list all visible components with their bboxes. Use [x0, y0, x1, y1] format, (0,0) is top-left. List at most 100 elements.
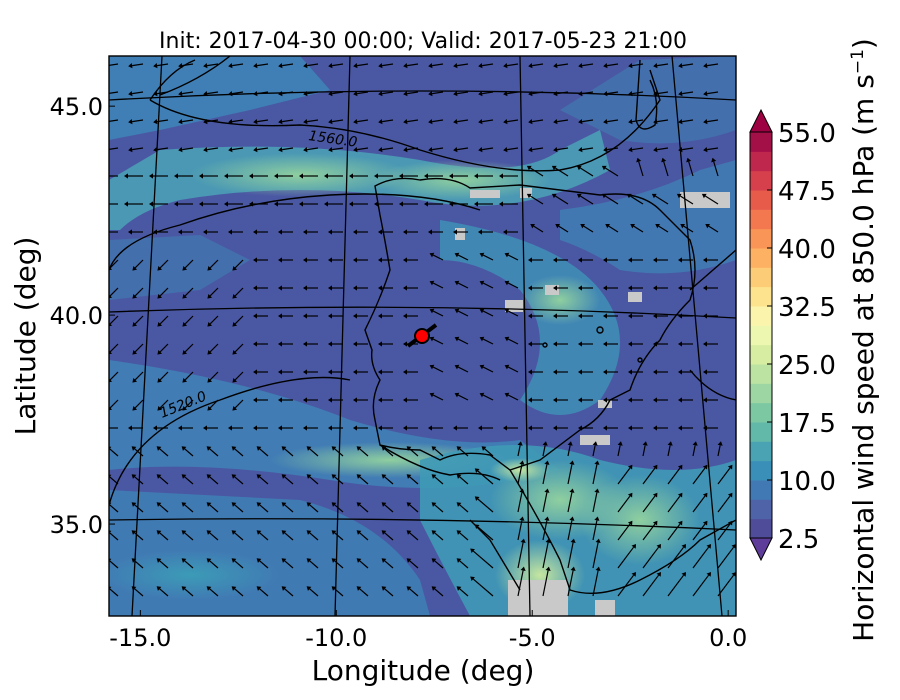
wind-vector — [692, 520, 708, 541]
colorbar-segment — [750, 306, 772, 326]
x-axis-label: Longitude (deg) — [312, 654, 535, 687]
wind-vector — [456, 446, 469, 457]
wind-vector — [578, 119, 594, 125]
wind-vector — [424, 173, 443, 179]
wind-vector — [630, 223, 644, 233]
wind-vector — [206, 502, 219, 513]
wind-vector — [157, 259, 169, 271]
wind-vector — [128, 119, 144, 125]
wind-vector — [224, 173, 243, 179]
wind-vector — [109, 231, 118, 233]
y-axis-label: Latitude (deg) — [9, 237, 42, 436]
wind-vector — [678, 257, 693, 263]
wind-vector — [429, 280, 444, 289]
wind-vector — [456, 586, 469, 597]
wind-vector — [653, 285, 668, 291]
colorbar-label-main: Horizontal wind speed at 850.0 hPa (m s — [847, 74, 880, 642]
wind-vector — [592, 538, 601, 569]
wind-vector — [592, 460, 600, 485]
wind-vector — [703, 425, 718, 431]
wind-vector — [678, 313, 693, 319]
wind-vector — [478, 229, 493, 235]
wind-vector — [399, 201, 418, 207]
wind-vector — [306, 474, 319, 485]
wind-vector — [567, 538, 576, 569]
wind-vector — [479, 392, 494, 401]
wind-vector — [703, 313, 718, 319]
wind-vector — [132, 287, 144, 299]
wind-vector — [378, 119, 394, 125]
wind-vector — [470, 548, 494, 569]
wind-vector — [528, 147, 544, 153]
wind-vector — [453, 119, 469, 125]
y-axis-ticks: 35.0 40.0 45.0 — [50, 93, 115, 539]
wind-vector — [667, 441, 673, 457]
wind-vector — [481, 446, 494, 457]
wind-vector — [567, 460, 575, 485]
wind-vector — [206, 530, 219, 541]
colorbar-segment — [750, 518, 772, 539]
wind-vector — [378, 257, 393, 263]
wind-vector — [303, 285, 318, 291]
wind-vector — [578, 425, 593, 431]
wind-vector — [431, 558, 444, 569]
wind-vector — [429, 336, 444, 345]
wind-vector — [174, 173, 193, 179]
wind-vector — [403, 257, 418, 263]
wind-vector — [324, 173, 343, 179]
wind-vector — [678, 397, 693, 403]
wind-vector — [449, 173, 468, 179]
wind-vector — [278, 229, 293, 235]
wind-vector — [199, 201, 218, 207]
wind-vector — [399, 173, 418, 179]
colorbar-segment — [750, 190, 772, 210]
wind-vector — [567, 488, 575, 513]
wind-vector — [331, 474, 344, 485]
wind-vector — [703, 91, 719, 97]
wind-vector — [628, 369, 643, 375]
wind-vector — [528, 313, 543, 319]
wind-vector — [530, 223, 544, 233]
wind-vector — [504, 308, 519, 317]
colorbar-label-exponent: −1 — [848, 49, 868, 74]
wind-vector — [206, 586, 219, 597]
wind-vector — [474, 468, 494, 485]
wind-vector — [199, 173, 218, 179]
colorbar-segment — [750, 344, 772, 365]
colorbar-segment — [750, 267, 772, 288]
wind-vector — [128, 229, 143, 235]
wind-vector — [428, 425, 443, 431]
wind-vector — [655, 223, 669, 233]
wind-vector — [231, 502, 244, 513]
wind-vector — [542, 441, 548, 457]
colorbar-tick-label: 25.0 — [778, 351, 836, 381]
wind-vector — [424, 201, 443, 207]
wind-vector — [328, 341, 343, 347]
wind-vector — [157, 399, 169, 411]
wind-vector — [378, 285, 393, 291]
wind-vector — [504, 280, 519, 289]
wind-vector — [131, 502, 144, 513]
plot-frame — [108, 55, 737, 617]
wind-vector — [692, 464, 708, 485]
wind-vector — [628, 313, 643, 319]
wind-vector — [403, 425, 418, 431]
wind-vector — [256, 530, 269, 541]
wind-vector — [528, 425, 543, 431]
wind-vector — [157, 343, 169, 355]
wind-vector — [701, 193, 719, 205]
wind-vector — [256, 446, 269, 457]
wind-vector — [232, 315, 244, 327]
wind-vector — [453, 147, 469, 153]
wind-vector — [132, 371, 144, 383]
wind-vector — [353, 397, 368, 403]
wind-vector — [428, 147, 444, 153]
wind-vector — [253, 147, 269, 153]
wind-vector — [203, 229, 218, 235]
wind-vector — [306, 502, 319, 513]
wind-vector — [356, 474, 369, 485]
wind-vector — [278, 147, 294, 153]
wind-vector — [503, 63, 519, 69]
wind-vector — [628, 397, 643, 403]
wind-vector — [174, 201, 193, 207]
